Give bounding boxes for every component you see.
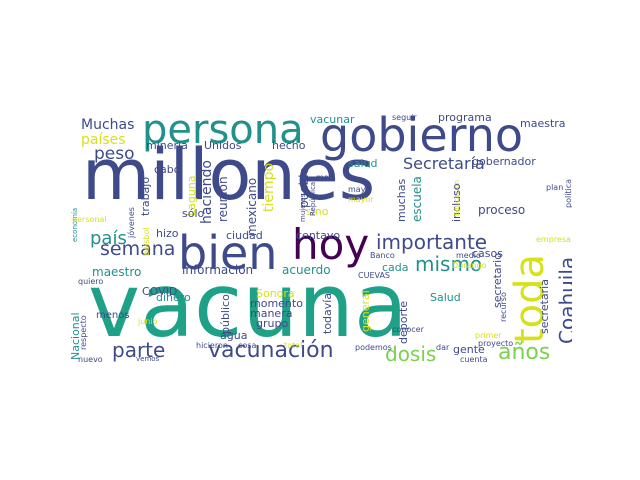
- word: reunión: [216, 176, 230, 222]
- word: República: [309, 181, 317, 216]
- word: peso: [94, 144, 135, 164]
- word: junio: [138, 317, 158, 326]
- word: primer: [475, 331, 502, 340]
- word: vacuna: [88, 254, 408, 357]
- word: Salud: [430, 291, 461, 304]
- word: Muchas: [81, 117, 135, 133]
- word: todavía: [321, 292, 334, 334]
- word: gente: [453, 343, 485, 356]
- word: béisbol: [142, 227, 151, 256]
- word: economía: [71, 207, 79, 242]
- word: mexicano: [245, 177, 259, 236]
- word: acuerdo: [282, 263, 331, 277]
- word: dinero: [156, 291, 191, 304]
- word: persona: [142, 112, 304, 153]
- word: proyecto: [478, 339, 514, 348]
- word: programa: [438, 112, 492, 124]
- word: millones: [82, 134, 376, 216]
- word: respecto: [79, 315, 88, 350]
- word: información: [182, 263, 254, 277]
- word: vacunar: [310, 113, 355, 126]
- word: ciudad: [226, 229, 263, 242]
- word: nuevo: [78, 355, 103, 363]
- word: trabajo: [139, 176, 152, 216]
- word: sino: [306, 205, 329, 218]
- word: mujeres: [299, 193, 307, 222]
- word: país: [90, 228, 127, 249]
- word: gobernador: [472, 155, 536, 168]
- word: dosis: [385, 342, 437, 362]
- word: vemos: [136, 355, 160, 363]
- word: mismo: [415, 252, 483, 276]
- word: bien: [178, 226, 278, 280]
- word: Secretaría: [403, 154, 485, 173]
- word: momento: [250, 297, 303, 310]
- word: hecho: [272, 139, 306, 152]
- word: mes: [316, 173, 333, 182]
- word: personal: [72, 215, 107, 224]
- word: salud: [348, 157, 378, 170]
- word: proceso: [478, 203, 526, 217]
- word: sólo: [182, 207, 205, 220]
- word: cabo: [154, 163, 181, 176]
- word: Banco: [370, 251, 395, 260]
- word: semana: [100, 238, 176, 260]
- word: casos: [472, 247, 503, 260]
- word: minería: [146, 139, 188, 152]
- word: vacunación: [208, 338, 334, 362]
- word: Educación: [453, 180, 461, 216]
- word: deporte: [397, 300, 410, 344]
- word: maestro: [92, 265, 142, 279]
- word: muchas: [395, 178, 408, 222]
- word: podemos: [355, 343, 392, 352]
- word: secretaria: [538, 279, 551, 334]
- word: importante: [376, 230, 488, 254]
- word: conocer: [392, 325, 424, 334]
- word: cada: [382, 261, 409, 274]
- word: tiempo: [261, 162, 277, 212]
- word: mayor: [348, 195, 374, 204]
- word: quiero: [78, 277, 104, 286]
- word: Coahuila: [555, 256, 572, 344]
- word: recurso: [499, 292, 508, 322]
- word: mayo: [348, 185, 371, 194]
- word: Sonora: [256, 287, 295, 300]
- word: plan: [546, 183, 564, 192]
- word: maestra: [520, 117, 566, 130]
- word: Durango: [452, 261, 487, 270]
- word: general: [359, 290, 372, 332]
- word: cuenta: [460, 355, 488, 363]
- word: jóvenes: [127, 207, 136, 238]
- word: COVID: [142, 285, 178, 298]
- word: empresa: [536, 235, 571, 244]
- word: países: [81, 132, 126, 148]
- word: CUEVAS: [358, 271, 391, 280]
- word: Unidos: [204, 139, 242, 152]
- word: agua: [220, 329, 248, 342]
- word: total: [284, 341, 303, 350]
- word: hizo: [156, 227, 179, 240]
- word: menos: [96, 310, 130, 321]
- word: medio: [456, 251, 481, 260]
- word: política: [564, 178, 572, 208]
- word: parte: [112, 338, 166, 362]
- word: seguir: [392, 113, 417, 122]
- word: centavo: [296, 229, 341, 242]
- word: escuela: [410, 176, 424, 222]
- word: hoy: [292, 220, 370, 269]
- word: años: [498, 340, 551, 363]
- word: gobierno: [320, 112, 524, 162]
- word: cosa: [238, 341, 257, 350]
- word: grupo: [256, 317, 289, 330]
- word-cloud: millones vacuna gobierno persona hoy bie…: [70, 112, 572, 362]
- word: hicieron: [196, 341, 228, 350]
- word: manera: [250, 307, 293, 320]
- word: dar: [436, 343, 450, 352]
